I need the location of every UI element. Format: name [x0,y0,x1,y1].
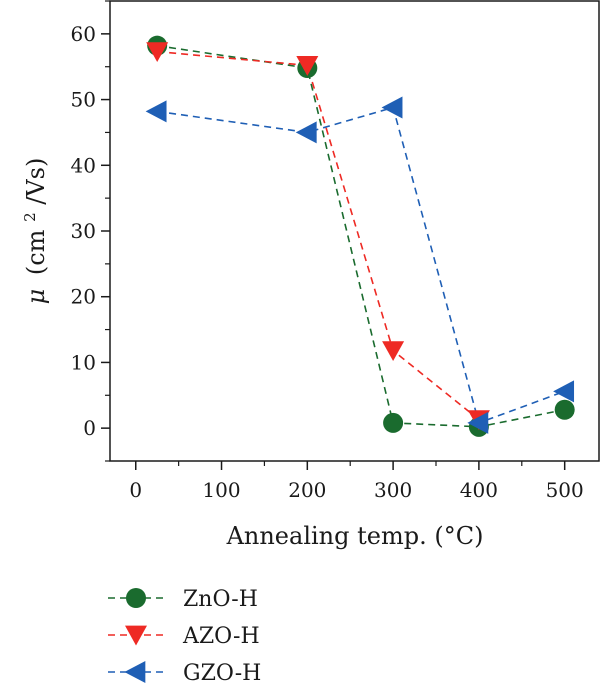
legend-label: GZO-H [183,661,261,686]
data-point-zno-h [383,412,404,433]
legend-marker [124,661,146,683]
data-point-azo-h [146,42,169,63]
series-markers [145,35,575,437]
series-line-gzo-h [157,106,565,424]
legend-label: ZnO-H [183,587,258,612]
x-tick-label: 400 [460,478,498,502]
y-tick-label: 20 [71,285,96,309]
y-axis-unit-sup: 2 [21,212,39,222]
y-axis: 0 10 20 30 40 50 60 [71,0,110,462]
y-tick-label: 40 [71,153,96,177]
x-tick-label: 0 [129,478,142,502]
x-axis: 0 100 200 300 400 500 [129,461,584,502]
series-line-azo-h [157,50,480,421]
x-tick-label: 200 [288,478,326,502]
data-point-azo-h [296,56,319,76]
y-tick-label: 30 [71,219,96,243]
y-axis-title: μ (cm 2 /Vs) [13,158,50,305]
legend-marker [126,588,146,608]
plot-frame [109,0,600,462]
y-axis-symbol: μ [22,289,50,305]
data-point-gzo-h [381,96,403,119]
x-axis-title: Annealing temp. (°C) [226,522,484,550]
y-tick-label: 10 [71,350,96,374]
y-tick-label: 0 [83,416,96,440]
y-tick-label: 60 [71,22,96,46]
x-tick-label: 500 [546,478,584,502]
legend-marker [125,625,147,646]
legend-label: AZO-H [182,624,260,649]
data-point-gzo-h [295,121,317,144]
data-point-azo-h [382,341,405,362]
x-tick-label: 300 [374,478,412,502]
series-lines [157,44,565,428]
data-point-gzo-h [145,100,167,123]
series-line-zno-h [157,44,565,428]
x-tick-label: 100 [202,478,240,502]
y-axis-unit-suffix: /Vs) [22,158,50,205]
data-point-zno-h [554,399,575,420]
y-tick-label: 50 [71,88,96,112]
data-point-gzo-h [467,411,489,434]
y-axis-unit-prefix: (cm [22,229,50,275]
legend: ZnO-H AZO-H GZO-H [108,587,261,686]
data-point-gzo-h [553,380,575,403]
